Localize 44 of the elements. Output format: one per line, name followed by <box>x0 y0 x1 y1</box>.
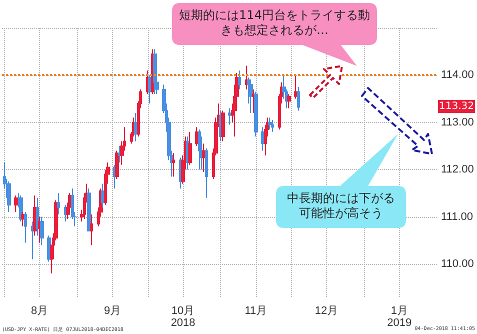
candlestick <box>87 188 91 232</box>
candlestick <box>31 220 34 260</box>
candlestick <box>205 148 208 198</box>
candlestick <box>188 131 192 166</box>
candlestick <box>38 216 41 244</box>
candlestick <box>134 112 138 142</box>
y-tick-label: 113.00 <box>441 116 474 128</box>
candlestick <box>287 94 291 109</box>
candlestick <box>238 70 241 90</box>
candlestick <box>172 152 175 178</box>
x-tick-label: 10月 2018 <box>170 305 196 329</box>
candlestick <box>268 117 272 130</box>
candlestick <box>245 65 248 90</box>
y-tick-label: 112.00 <box>441 164 474 176</box>
x-tick-label: 12月 <box>314 305 338 317</box>
candlestick <box>271 120 274 132</box>
annotation: 113.32 <box>438 100 475 114</box>
candlestick <box>252 88 255 114</box>
candlestick <box>202 143 206 172</box>
candlestick <box>24 212 27 244</box>
candlestick <box>115 150 119 180</box>
candlestick <box>90 214 93 246</box>
x-tick-label: 9月 <box>104 305 122 317</box>
x-tick-label: 1月 2019 <box>387 305 412 329</box>
x-tick-label: 11月 <box>244 305 268 317</box>
candlestick <box>294 74 298 100</box>
candlestick <box>118 145 121 163</box>
candlestick <box>198 128 201 170</box>
candlestick <box>36 197 39 236</box>
candlestick <box>254 91 258 138</box>
annotation: 中長期的には下がる可能性が高そう <box>286 191 396 221</box>
candlestick <box>40 216 44 246</box>
candlestick <box>297 86 300 112</box>
candlestick <box>57 192 60 215</box>
candlestick <box>228 108 232 126</box>
y-tick-label: 114.00 <box>441 69 474 82</box>
candlestick <box>221 110 225 142</box>
y-tick-label: 110.00 <box>441 258 474 270</box>
y-tick-label: 111.00 <box>441 210 474 223</box>
annotation: 短期的には114円台をトライする動きも想定されるが… <box>178 8 371 38</box>
candlestick <box>153 48 157 95</box>
x-tick-label: 8月 <box>31 305 48 317</box>
candlestick <box>21 212 25 227</box>
candlestick <box>14 195 18 213</box>
